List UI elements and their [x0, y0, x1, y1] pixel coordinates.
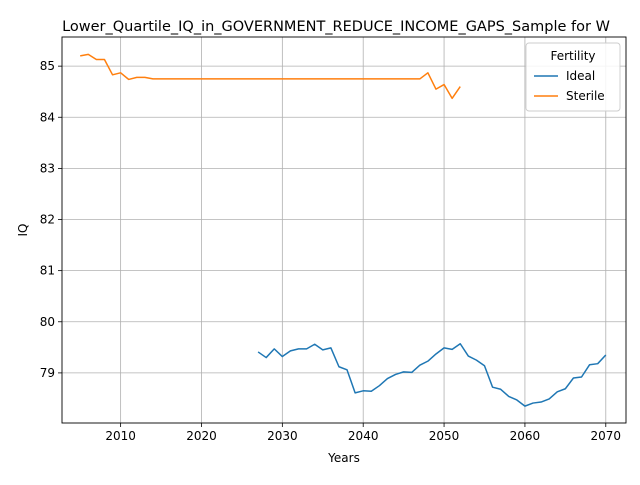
y-tick-label: 83 — [40, 161, 55, 175]
y-tick-label: 81 — [40, 264, 55, 278]
series-line-ideal — [257, 343, 607, 407]
legend-label-ideal: Ideal — [566, 69, 595, 83]
y-tick-label: 84 — [40, 110, 55, 124]
x-tick-label: 2060 — [510, 429, 541, 443]
x-tick-label: 2020 — [186, 429, 217, 443]
y-tick-label: 82 — [40, 213, 55, 227]
x-tick-label: 2030 — [267, 429, 298, 443]
chart-title: Lower_Quartile_IQ_in_GOVERNMENT_REDUCE_I… — [62, 19, 610, 35]
x-tick-label: 2010 — [105, 429, 136, 443]
y-tick-label: 85 — [40, 59, 55, 73]
series-lines — [80, 53, 607, 407]
y-tick-label: 79 — [40, 366, 55, 380]
legend: Fertility Ideal Sterile — [525, 42, 621, 112]
legend-box — [525, 42, 621, 112]
legend-label-sterile: Sterile — [566, 89, 605, 103]
y-axis-label: IQ — [16, 224, 30, 237]
y-tick-label: 80 — [40, 315, 55, 329]
x-tick-label: 2050 — [429, 429, 460, 443]
x-tick-label: 2040 — [348, 429, 379, 443]
x-axis-label: Years — [327, 451, 360, 465]
x-axis-ticks: 2010 2020 2030 2040 2050 2060 2070 — [105, 423, 621, 443]
legend-title: Fertility — [550, 49, 595, 63]
y-axis-ticks: 79 80 81 82 83 84 85 — [40, 59, 62, 380]
series-line-sterile — [80, 53, 461, 100]
plot-area — [61, 36, 627, 424]
x-tick-label: 2070 — [591, 429, 622, 443]
